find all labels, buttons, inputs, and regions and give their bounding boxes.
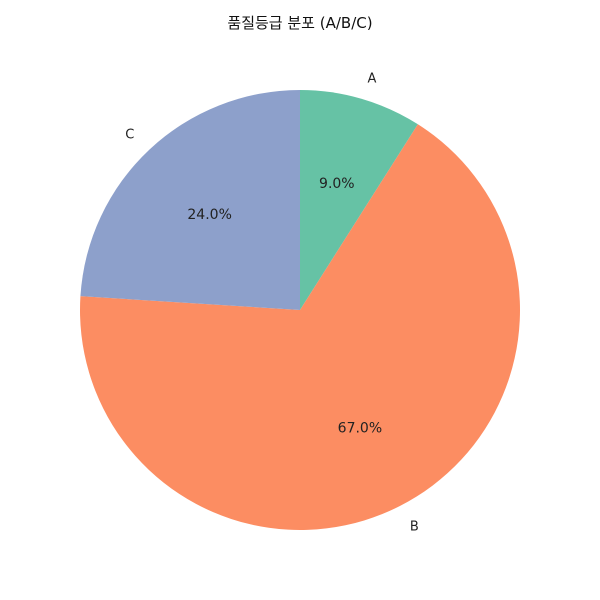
pie-slices	[79, 90, 520, 531]
percent-label-b: 67.0%	[338, 421, 382, 437]
pie-slice-c	[80, 90, 301, 310]
category-label-a: A	[368, 72, 377, 87]
category-label-c: C	[125, 128, 134, 143]
pie-labels: A 9.0% B 67.0% C 24.0%	[125, 72, 419, 535]
category-label-b: B	[410, 520, 419, 535]
pie-slice-a	[300, 90, 418, 310]
pie-slice-b	[79, 124, 520, 531]
chart-title: 품질등급 분포 (A/B/C)	[227, 14, 372, 32]
percent-label-c: 24.0%	[187, 207, 231, 223]
percent-label-a: 9.0%	[319, 176, 355, 192]
